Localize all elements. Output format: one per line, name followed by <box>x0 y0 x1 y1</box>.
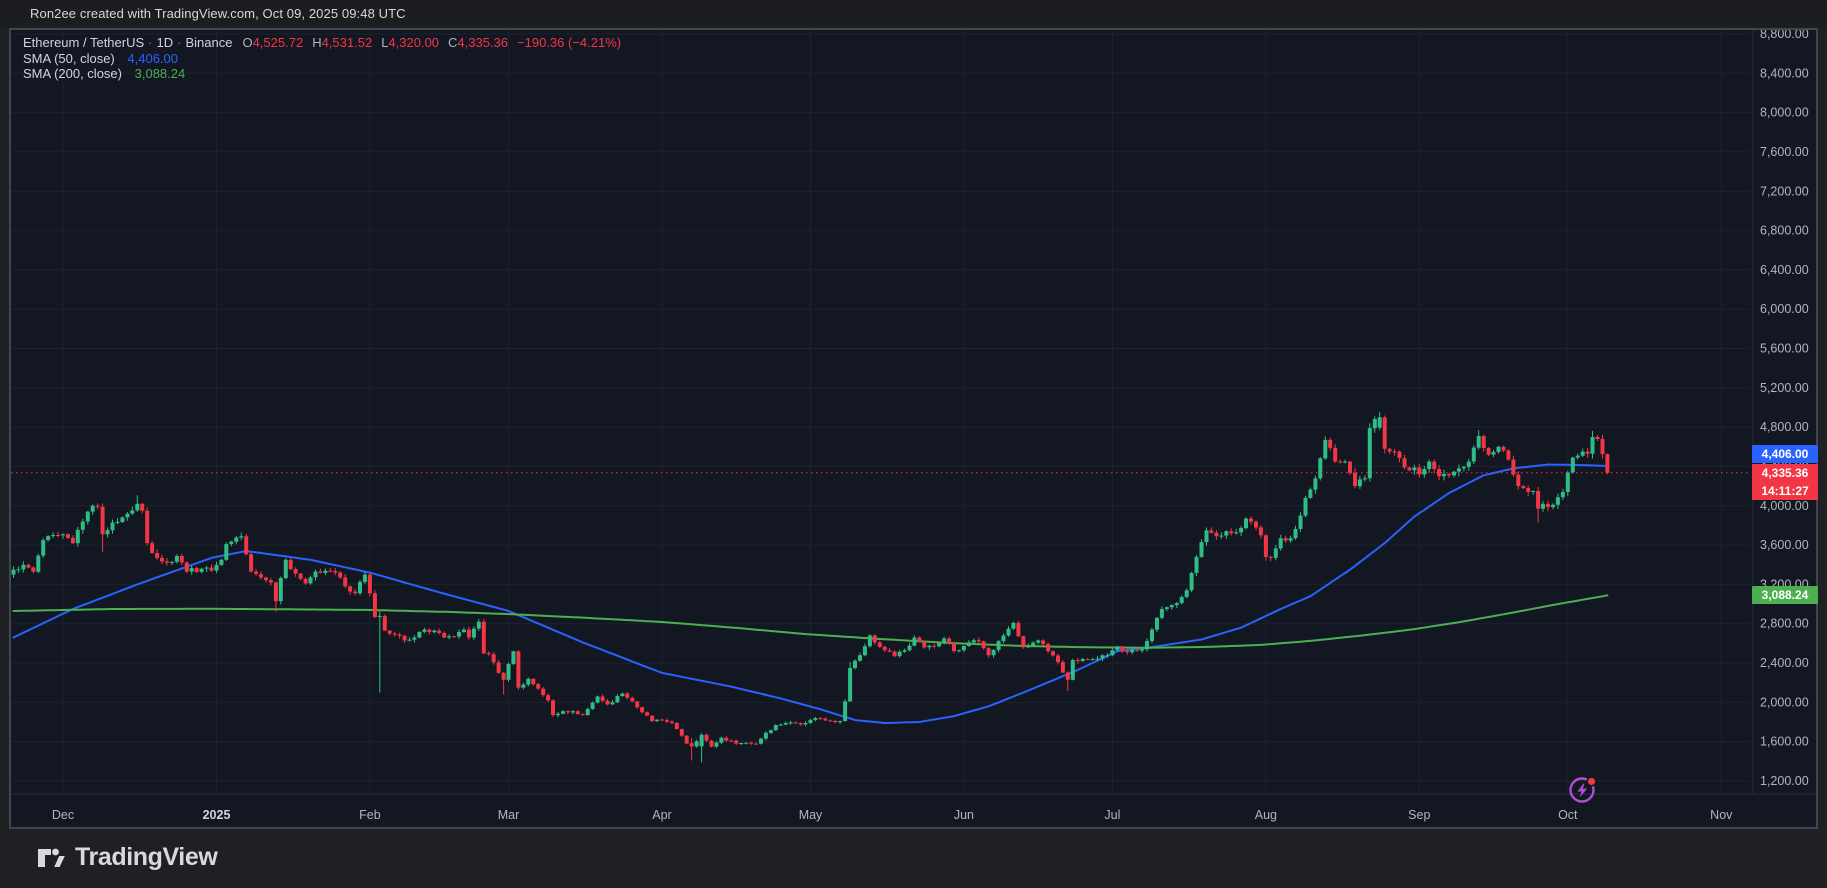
svg-text:6,000.00: 6,000.00 <box>1760 302 1809 316</box>
sma200-value: 3,088.24 <box>134 66 186 81</box>
lightning-bolt-icon <box>1577 783 1587 798</box>
flash-icon[interactable] <box>1566 772 1600 806</box>
legend-symbol-row[interactable]: Ethereum / TetherUS · 1D · Binance O4,525.72 H… <box>23 35 621 51</box>
svg-text:2,800.00: 2,800.00 <box>1760 617 1809 631</box>
svg-text:8,400.00: 8,400.00 <box>1760 66 1809 80</box>
svg-text:1,600.00: 1,600.00 <box>1760 735 1809 749</box>
attribution-text: Ron2ee created with TradingView.com, Oct… <box>30 6 406 21</box>
attribution-bar: Ron2ee created with TradingView.com, Oct… <box>0 0 1827 28</box>
separator-dot: · <box>148 35 153 50</box>
low-value: 4,320.00 <box>388 35 440 50</box>
interval-label[interactable]: 1D <box>156 35 174 50</box>
bar-countdown: 14:11:27 <box>1761 483 1809 498</box>
svg-text:Aug: Aug <box>1255 808 1277 822</box>
svg-text:Mar: Mar <box>498 808 520 822</box>
svg-text:2025: 2025 <box>203 808 231 822</box>
svg-text:7,600.00: 7,600.00 <box>1760 145 1809 159</box>
svg-text:2,000.00: 2,000.00 <box>1760 695 1809 709</box>
chart-legend: Ethereum / TetherUS · 1D · Binance O4,525.72 H… <box>23 35 621 82</box>
tradingview-logo-icon <box>38 848 65 867</box>
tradingview-logo-text: TradingView <box>75 843 218 871</box>
close-value: 4,335.36 <box>457 35 509 50</box>
symbol-title[interactable]: Ethereum / TetherUS <box>23 35 145 50</box>
svg-text:6,800.00: 6,800.00 <box>1760 224 1809 238</box>
sma50-price-label: 4,406.00 <box>1752 444 1818 463</box>
svg-text:8,800.00: 8,800.00 <box>1760 30 1809 41</box>
sma50-value: 4,406.00 <box>127 50 178 66</box>
svg-text:3,600.00: 3,600.00 <box>1760 538 1809 552</box>
price-chart-pane[interactable]: 1,200.00 1,600.00 2,000.00 2,400.00 2,800.00… <box>11 30 1816 827</box>
svg-text:5,200.00: 5,200.00 <box>1760 381 1809 395</box>
svg-text:Apr: Apr <box>652 808 671 822</box>
sma50-label: SMA (50, close) <box>23 50 115 66</box>
svg-text:May: May <box>799 808 823 822</box>
svg-text:Dec: Dec <box>52 808 74 822</box>
svg-text:4,000.00: 4,000.00 <box>1760 499 1809 513</box>
svg-text:2,400.00: 2,400.00 <box>1760 656 1809 670</box>
svg-text:6,400.00: 6,400.00 <box>1760 263 1809 277</box>
svg-text:Sep: Sep <box>1408 808 1430 822</box>
legend-sma50-row[interactable]: SMA (50, close) 4,406.00 <box>23 51 621 67</box>
last-price-label: 4,335.36 14:11:27 <box>1752 463 1818 500</box>
open-value: 4,525.72 <box>252 35 304 50</box>
svg-text:8,000.00: 8,000.00 <box>1760 106 1809 120</box>
high-value: 4,531.52 <box>321 35 373 50</box>
svg-text:Jul: Jul <box>1104 808 1120 822</box>
last-price-value: 4,335.36 <box>1761 465 1809 480</box>
svg-text:1,200.00: 1,200.00 <box>1760 774 1809 788</box>
svg-text:Nov: Nov <box>1710 808 1733 822</box>
svg-text:Jun: Jun <box>954 808 974 822</box>
sma200-label: SMA (200, close) <box>23 66 122 81</box>
separator-dot: · <box>177 35 182 50</box>
tradingview-logo[interactable]: TradingView <box>36 843 218 872</box>
footer: TradingView <box>0 829 1827 888</box>
ohlc-values: O4,525.72 H4,531.52 L4,320.00 C4,335.36 −190… <box>242 35 622 50</box>
chart-widget: 1,200.00 1,600.00 2,000.00 2,400.00 2,800.00… <box>9 28 1818 829</box>
svg-text:7,200.00: 7,200.00 <box>1760 184 1809 198</box>
change-value: −190.36 (−4.21%) <box>517 35 622 50</box>
legend-sma200-row[interactable]: SMA (200, close) 3,088.24 <box>23 66 621 82</box>
svg-text:Oct: Oct <box>1558 808 1578 822</box>
notification-dot <box>1585 776 1597 787</box>
svg-text:Feb: Feb <box>359 808 381 822</box>
svg-text:4,800.00: 4,800.00 <box>1760 420 1809 434</box>
svg-text:5,600.00: 5,600.00 <box>1760 342 1809 356</box>
sma200-price-label: 3,088.24 <box>1752 586 1818 605</box>
exchange-label[interactable]: Binance <box>185 35 233 50</box>
